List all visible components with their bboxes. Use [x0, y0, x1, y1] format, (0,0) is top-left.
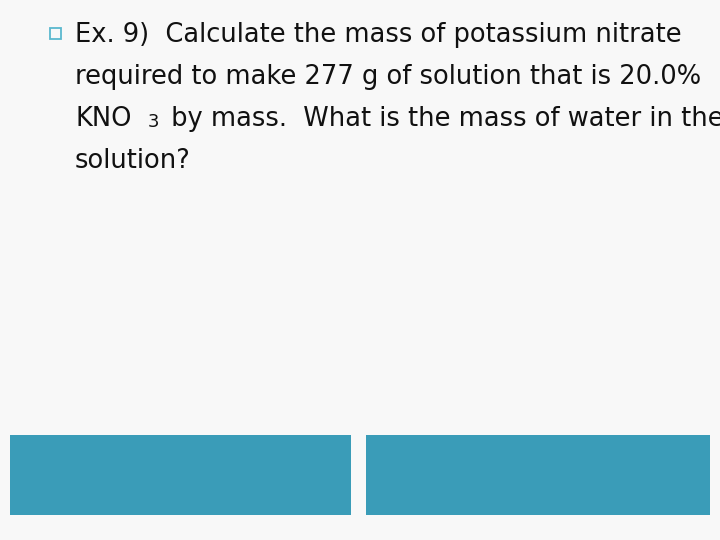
Bar — [50, 28, 61, 39]
Bar — [10, 435, 351, 515]
Text: KNO: KNO — [75, 106, 132, 132]
Text: 3: 3 — [148, 113, 159, 131]
Bar — [366, 435, 710, 515]
Text: 3: 3 — [148, 113, 159, 131]
Text: required to make 277 g of solution that is 20.0%: required to make 277 g of solution that … — [75, 64, 701, 90]
Text: solution?: solution? — [75, 148, 191, 174]
Text: by mass.  What is the mass of water in the: by mass. What is the mass of water in th… — [163, 106, 720, 132]
Text: Ex. 9)  Calculate the mass of potassium nitrate: Ex. 9) Calculate the mass of potassium n… — [75, 22, 682, 48]
